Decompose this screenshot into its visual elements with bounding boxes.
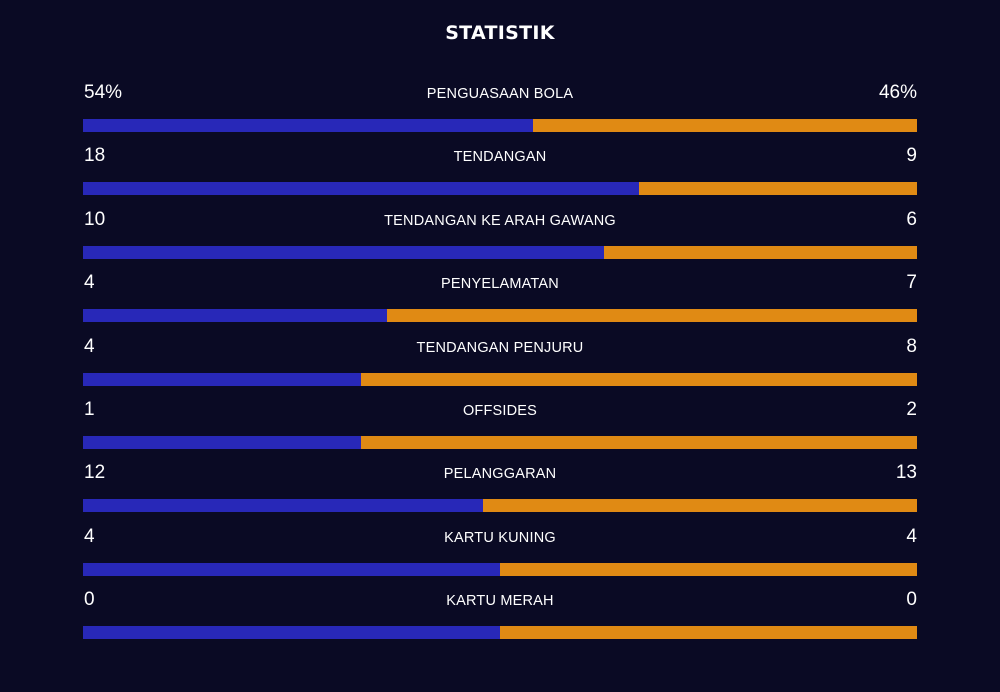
away-value: 46%: [878, 82, 917, 103]
away-value: 4: [906, 525, 917, 547]
home-value: 4: [84, 272, 95, 294]
stat-row-corners: 4 TENDANGAN PENJURU 8: [83, 334, 917, 397]
away-value: 9: [906, 145, 917, 167]
stat-label: PENGUASAAN BOLA: [426, 86, 574, 102]
away-value: 0: [906, 589, 917, 611]
stat-bar: [83, 499, 917, 513]
stats-title: STATISTIK: [445, 22, 555, 44]
home-value: 18: [84, 145, 106, 167]
home-value: 54%: [84, 82, 123, 103]
stat-bar: [83, 435, 917, 449]
home-bar-fill: [83, 245, 605, 259]
away-bar-fill: [483, 499, 917, 513]
stat-label: OFFSIDES: [462, 402, 538, 419]
away-bar-fill: [386, 309, 917, 323]
stat-bar: [83, 372, 917, 386]
away-bar-fill: [604, 245, 917, 259]
away-bar-fill: [500, 562, 917, 576]
stat-row-fouls: 12 PELANGGARAN 13: [83, 460, 917, 523]
stat-label: TENDANGAN KE ARAH GAWANG: [384, 212, 616, 229]
stat-bar: [83, 562, 917, 576]
home-bar-fill: [83, 309, 387, 323]
home-bar-fill: [83, 119, 534, 132]
home-value: 4: [84, 335, 95, 357]
stat-bar: [83, 245, 917, 259]
home-bar-fill: [83, 562, 500, 576]
stat-row-yellow-cards: 4 KARTU KUNING 4: [83, 524, 917, 587]
away-bar-fill: [360, 372, 917, 386]
stat-label: TENDANGAN: [453, 149, 547, 166]
stat-row-shots-on-target: 10 TENDANGAN KE ARAH GAWANG 6: [83, 207, 917, 270]
away-value: 2: [906, 398, 917, 420]
stat-bar: [83, 182, 917, 196]
away-bar-fill: [500, 626, 917, 640]
stat-label: KARTU MERAH: [446, 593, 554, 610]
home-value: 1: [84, 398, 95, 420]
home-bar-fill: [83, 435, 361, 449]
away-bar-fill: [533, 119, 917, 132]
home-value: 0: [84, 589, 95, 611]
away-value: 7: [906, 272, 917, 294]
away-bar-fill: [639, 182, 917, 196]
stat-row-possession: 54% PENGUASAAN BOLA 46%: [83, 80, 917, 143]
home-bar-fill: [83, 372, 361, 386]
stat-label: TENDANGAN PENJURU: [416, 339, 584, 356]
stat-bar: [83, 309, 917, 323]
home-bar-fill: [83, 182, 640, 196]
away-bar-fill: [360, 435, 917, 449]
stat-label: PENYELAMATAN: [441, 276, 559, 293]
away-value: 13: [895, 462, 917, 484]
home-bar-fill: [83, 499, 484, 513]
home-value: 4: [84, 525, 95, 547]
home-value: 10: [84, 208, 106, 230]
stat-label: KARTU KUNING: [444, 529, 556, 546]
stat-bar: [83, 119, 917, 132]
stat-row-shots: 18 TENDANGAN 9: [83, 143, 917, 206]
stat-row-saves: 4 PENYELAMATAN 7: [83, 270, 917, 333]
away-value: 8: [906, 335, 917, 357]
home-bar-fill: [83, 626, 500, 640]
home-value: 12: [84, 462, 106, 484]
stats-list: 54% PENGUASAAN BOLA 46% 18 TENDANGAN 9 1…: [83, 80, 917, 651]
stat-label: PELANGGARAN: [443, 466, 557, 483]
away-value: 6: [906, 208, 917, 230]
stat-bar: [83, 626, 917, 640]
stat-row-red-cards: 0 KARTU MERAH 0: [83, 587, 917, 650]
stat-row-offsides: 1 OFFSIDES 2: [83, 397, 917, 460]
